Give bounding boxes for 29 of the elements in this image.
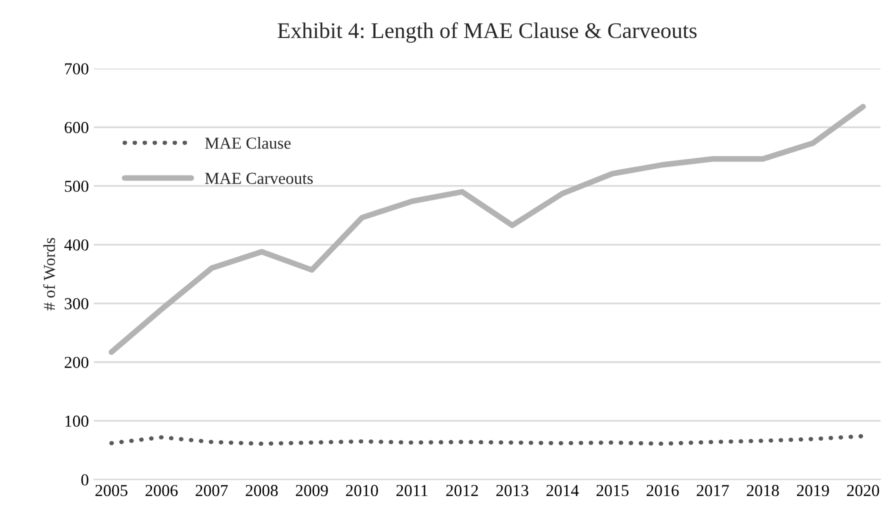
y-tick-label: 200 — [64, 356, 88, 368]
x-tick-label: 2019 — [797, 484, 829, 496]
x-tick-label: 2011 — [396, 484, 428, 496]
x-tick-label: 2006 — [146, 484, 178, 496]
x-tick-label: 2007 — [196, 484, 228, 496]
x-tick-label: 2005 — [95, 484, 128, 496]
x-tick-label: 2014 — [546, 484, 579, 496]
y-tick-label: 400 — [64, 239, 88, 251]
y-tick-label: 600 — [64, 122, 88, 134]
legend-label: MAE Clause — [205, 137, 291, 149]
x-tick-label: 2020 — [847, 484, 880, 496]
y-tick-label: 500 — [64, 180, 88, 192]
y-axis-title: # of Words — [43, 238, 56, 310]
chart-title: Exhibit 4: Length of MAE Clause & Carveouts — [278, 22, 697, 43]
x-tick-label: 2009 — [296, 484, 328, 496]
x-tick-label: 2016 — [646, 484, 679, 496]
x-tick-label: 2012 — [446, 484, 478, 496]
x-tick-label: 2013 — [496, 484, 528, 496]
y-tick-label: 100 — [65, 416, 88, 427]
x-tick-label: 2015 — [596, 484, 629, 496]
y-tick-label: 300 — [64, 298, 88, 310]
x-tick-label: 2017 — [696, 484, 729, 496]
x-tick-label: 2018 — [746, 484, 779, 496]
y-tick-label: 0 — [81, 474, 88, 486]
x-tick-label: 2010 — [346, 484, 378, 496]
line-series — [109, 434, 866, 446]
x-tick-label: 2008 — [246, 484, 278, 496]
legend-label: MAE Carveouts — [205, 172, 313, 184]
y-tick-label: 700 — [65, 63, 88, 74]
